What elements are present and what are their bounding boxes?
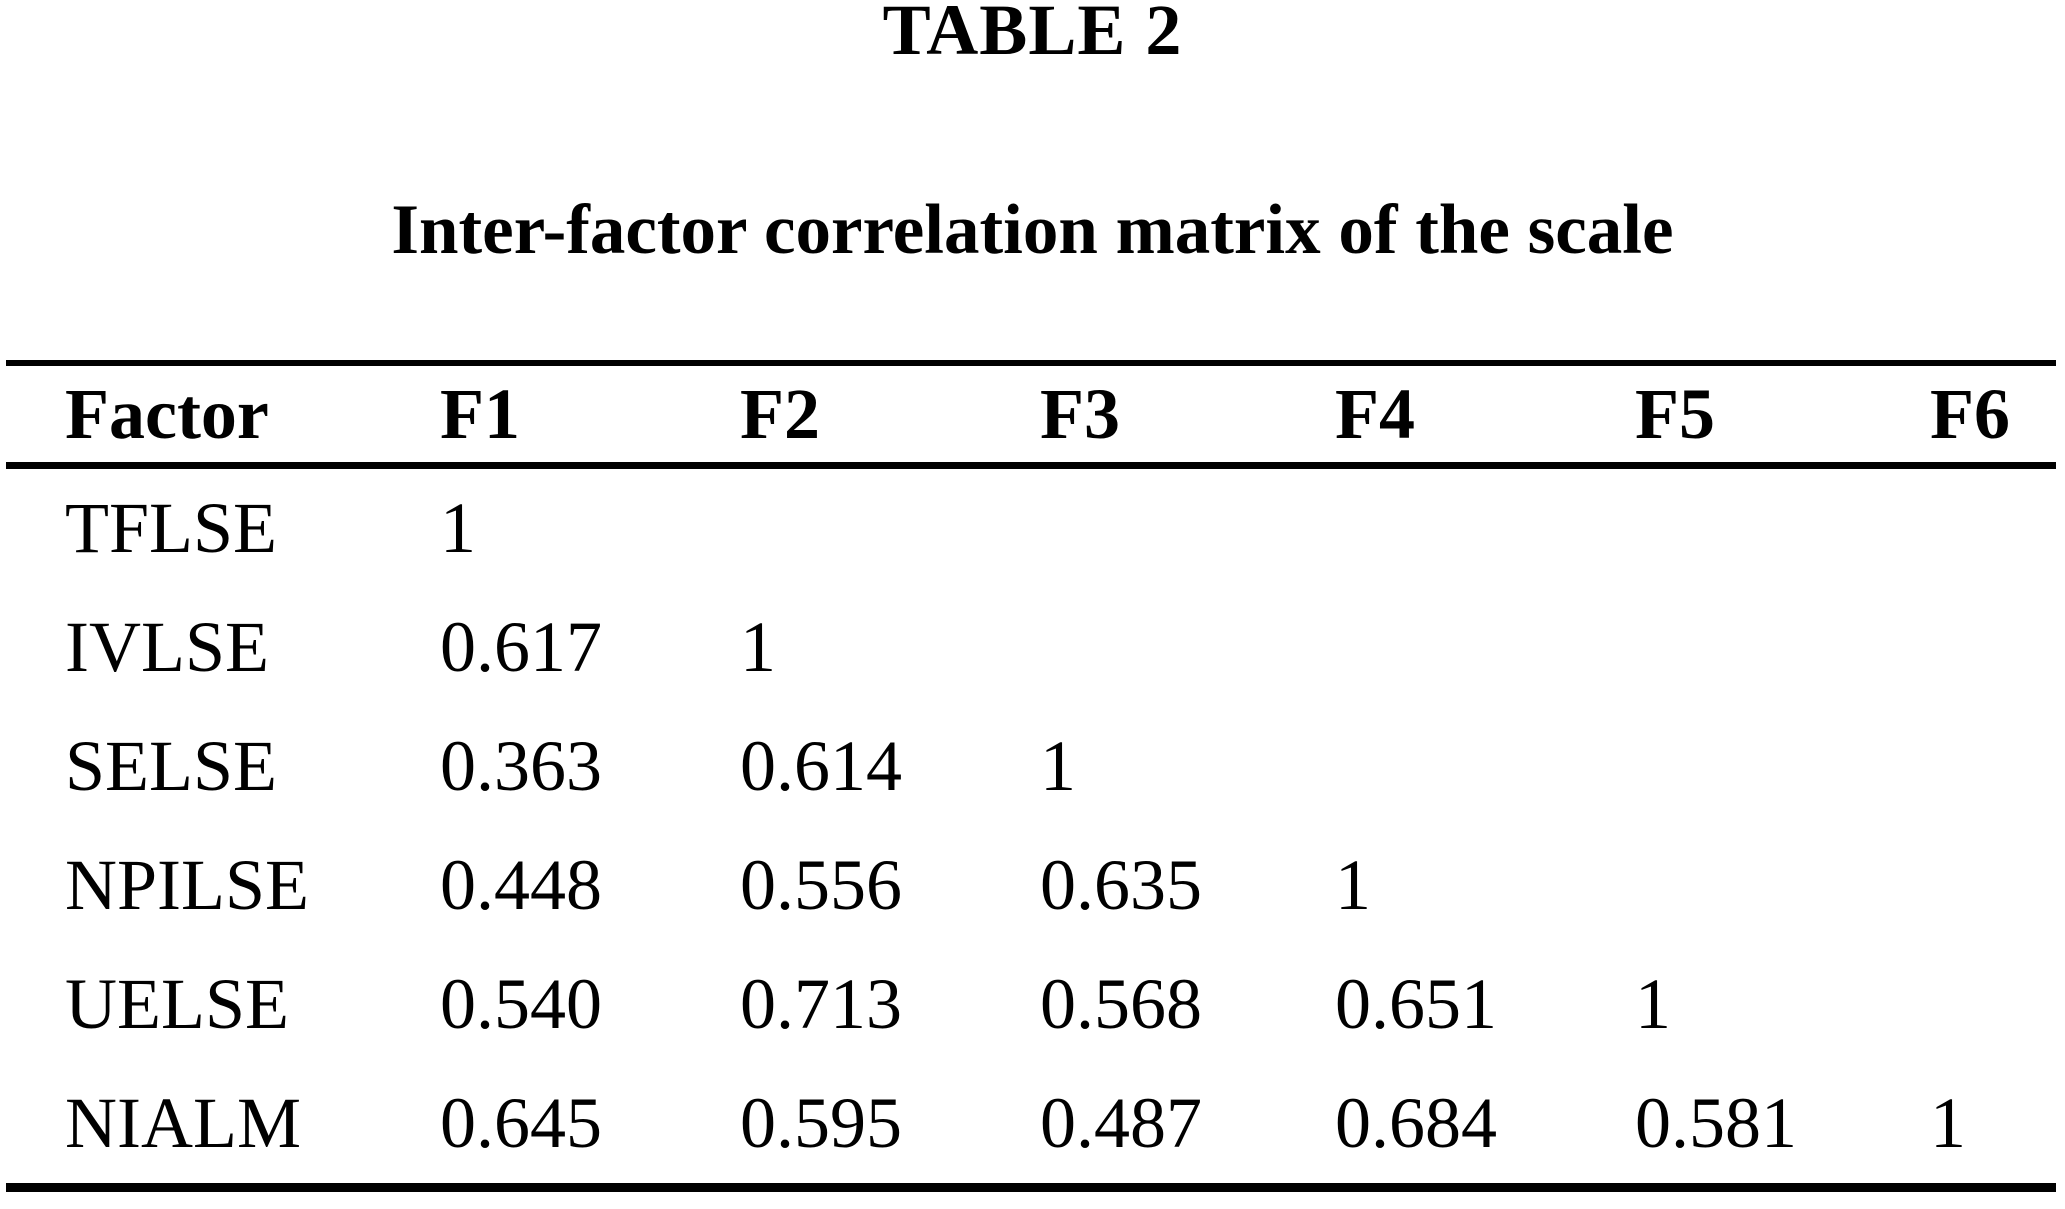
table-head: Factor F1 F2 F3 F4 F5 F6 [6, 363, 2056, 466]
table-row-ivlse: IVLSE 0.617 1 [6, 588, 2056, 707]
column-header-f1: F1 [440, 373, 520, 454]
table-row-tflse: TFLSE 1 [6, 466, 2056, 589]
table-label: TABLE 2 [882, 0, 1183, 70]
column-header-f3: F3 [1040, 373, 1120, 454]
cell-nialm-f1: 0.645 [440, 1083, 602, 1163]
row-label-npilse: NPILSE [65, 845, 310, 925]
cell-selse-f6 [1930, 707, 2056, 826]
column-header-factor: Factor [65, 373, 269, 454]
cell-ivlse-f6 [1930, 588, 2056, 707]
column-header-f4: F4 [1335, 373, 1415, 454]
cell-tflse-f3 [1040, 466, 1335, 589]
cell-ivlse-f3 [1040, 588, 1335, 707]
row-label-uelse: UELSE [65, 964, 289, 1044]
table-caption: Inter-factor correlation matrix of the s… [391, 191, 1674, 269]
cell-npilse-f6 [1930, 826, 2056, 945]
row-label-selse: SELSE [65, 726, 278, 806]
cell-selse-f4 [1335, 707, 1635, 826]
cell-uelse-f1: 0.540 [440, 964, 602, 1044]
table-row-uelse: UELSE 0.540 0.713 0.568 0.651 1 [6, 945, 2056, 1064]
correlation-matrix-table: Factor F1 F2 F3 F4 F5 F6 TFLSE 1 IVLSE 0.617 1 SELS… [6, 360, 2056, 1192]
column-header-f5: F5 [1635, 373, 1715, 454]
cell-npilse-f2: 0.556 [740, 845, 902, 925]
cell-tflse-f1: 1 [440, 488, 476, 568]
cell-tflse-f2 [740, 466, 1040, 589]
cell-uelse-f2: 0.713 [740, 964, 902, 1044]
cell-tflse-f5 [1635, 466, 1930, 589]
cell-npilse-f3: 0.635 [1040, 845, 1202, 925]
cell-nialm-f2: 0.595 [740, 1083, 902, 1163]
cell-nialm-f3: 0.487 [1040, 1083, 1202, 1163]
cell-npilse-f1: 0.448 [440, 845, 602, 925]
cell-uelse-f5: 1 [1635, 964, 1671, 1044]
table-body: TFLSE 1 IVLSE 0.617 1 SELSE 0.363 0.614 1 NPILSE 0… [6, 466, 2056, 1188]
table-row-selse: SELSE 0.363 0.614 1 [6, 707, 2056, 826]
row-label-ivlse: IVLSE [65, 607, 269, 687]
cell-uelse-f4: 0.651 [1335, 964, 1497, 1044]
row-label-tflse: TFLSE [65, 488, 278, 568]
cell-selse-f1: 0.363 [440, 726, 602, 806]
cell-nialm-f5: 0.581 [1635, 1083, 1797, 1163]
header-row: Factor F1 F2 F3 F4 F5 F6 [6, 363, 2056, 466]
cell-uelse-f6 [1930, 945, 2056, 1064]
cell-selse-f5 [1635, 707, 1930, 826]
cell-ivlse-f4 [1335, 588, 1635, 707]
cell-uelse-f3: 0.568 [1040, 964, 1202, 1044]
cell-tflse-f4 [1335, 466, 1635, 589]
cell-ivlse-f1: 0.617 [440, 607, 602, 687]
cell-npilse-f4: 1 [1335, 845, 1371, 925]
table-row-npilse: NPILSE 0.448 0.556 0.635 1 [6, 826, 2056, 945]
column-header-f2: F2 [740, 373, 820, 454]
cell-selse-f3: 1 [1040, 726, 1076, 806]
column-header-f6: F6 [1930, 373, 2010, 454]
cell-tflse-f6 [1930, 466, 2056, 589]
row-label-nialm: NIALM [65, 1083, 301, 1163]
cell-ivlse-f2: 1 [740, 607, 776, 687]
cell-nialm-f4: 0.684 [1335, 1083, 1497, 1163]
table-row-nialm: NIALM 0.645 0.595 0.487 0.684 0.581 1 [6, 1064, 2056, 1188]
cell-ivlse-f5 [1635, 588, 1930, 707]
cell-nialm-f6: 1 [1930, 1083, 1966, 1163]
cell-npilse-f5 [1635, 826, 1930, 945]
cell-selse-f2: 0.614 [740, 726, 902, 806]
